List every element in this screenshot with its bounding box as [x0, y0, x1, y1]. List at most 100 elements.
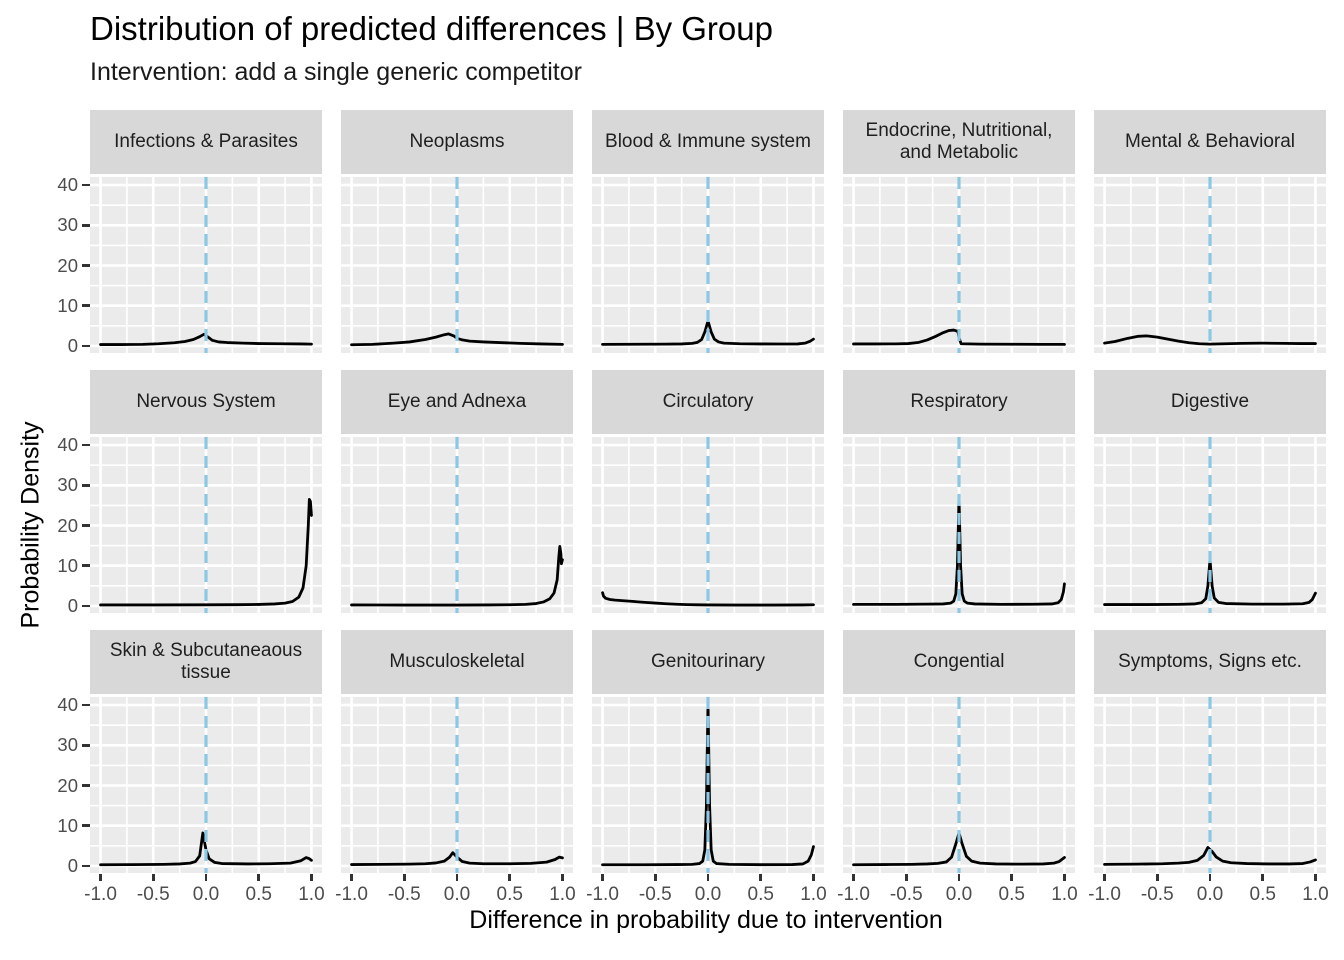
x-tick-label: -0.5 [387, 884, 421, 905]
facet-panel [1094, 437, 1326, 613]
x-tick-mark [508, 874, 511, 881]
facet-strip-label: Circulatory [662, 390, 754, 412]
facet-cell: Musculoskeletal [341, 630, 573, 873]
facet-strip: Neoplasms [341, 110, 573, 174]
y-tick-label: 0 [67, 334, 78, 356]
x-tick-mark [561, 874, 564, 881]
y-tick-label: 30 [57, 214, 78, 236]
facet-panel [90, 177, 322, 353]
x-tick-mark [1261, 874, 1264, 881]
x-tick-mark [1314, 874, 1317, 881]
x-tick-mark [905, 874, 908, 881]
x-tick-label: -1.0 [1088, 884, 1121, 905]
y-tick-label: 40 [57, 174, 78, 196]
facet-cell: Symptoms, Signs etc. [1094, 630, 1326, 873]
y-tick-label: 30 [57, 734, 78, 756]
x-tick-label: 0.5 [496, 884, 523, 905]
x-axis-title: Difference in probability due to interve… [469, 906, 943, 934]
facet-cell: Genitourinary [592, 630, 824, 873]
facet-strip-label: Digestive [1170, 390, 1250, 412]
density-curve [350, 851, 564, 866]
x-tick-label: -1.0 [837, 884, 870, 905]
facet-strip-label: Blood & Immune system [605, 130, 811, 152]
x-tick-mark [257, 874, 260, 881]
facet-cell: Circulatory [592, 370, 824, 613]
y-tick-label: 40 [57, 694, 78, 716]
facet-panel [1094, 177, 1326, 353]
x-tick-label: -0.5 [889, 884, 923, 905]
x-tick-mark [601, 874, 604, 881]
x-tick-mark [759, 874, 762, 881]
facet-cell: Respiratory [843, 370, 1075, 613]
facet-cell: Endocrine, Nutritional, and Metabolic [843, 110, 1075, 353]
facet-strip: Circulatory [592, 370, 824, 434]
facet-strip: Symptoms, Signs etc. [1094, 630, 1326, 694]
x-tick-mark [403, 874, 406, 881]
y-tick-label: 0 [67, 854, 78, 876]
y-tick-mark [82, 744, 90, 747]
x-tick-label: 0.5 [998, 884, 1025, 905]
y-tick-mark [82, 443, 90, 447]
facet-panel [592, 177, 824, 353]
density-curve [1103, 334, 1317, 346]
density-curve [601, 319, 815, 346]
y-tick-mark [82, 224, 90, 227]
y-tick-mark [82, 524, 90, 527]
y-tick-mark [82, 784, 90, 787]
facet-cell: Eye and Adnexa [341, 370, 573, 613]
y-tick-mark [82, 564, 90, 567]
facet-strip-label: Endocrine, Nutritional, and Metabolic [865, 119, 1053, 163]
x-tick-mark [1103, 874, 1106, 881]
x-tick-mark [1156, 874, 1159, 881]
plot-subtitle: Intervention: add a single generic compe… [90, 58, 582, 86]
facet-strip: Endocrine, Nutritional, and Metabolic [843, 110, 1075, 174]
facet-strip: Nervous System [90, 370, 322, 434]
y-tick-label: 20 [57, 514, 78, 536]
x-tick-label: 0.5 [747, 884, 774, 905]
facet-panel [843, 177, 1075, 353]
density-curve [350, 332, 564, 347]
x-tick-mark [455, 874, 459, 881]
x-tick-label: -1.0 [335, 884, 368, 905]
facet-panel [592, 437, 824, 613]
x-tick-mark [812, 874, 815, 881]
facet-panel [843, 437, 1075, 613]
facet-strip-label: Mental & Behavioral [1124, 130, 1296, 152]
facet-strip: Congential [843, 630, 1075, 694]
y-tick-label: 10 [57, 554, 78, 576]
density-curve [852, 328, 1066, 346]
facet-panel [843, 697, 1075, 873]
x-tick-label: 1.0 [1051, 884, 1078, 905]
x-tick-label: 0.5 [245, 884, 272, 905]
facet-strip: Eye and Adnexa [341, 370, 573, 434]
facet-strip: Respiratory [843, 370, 1075, 434]
facet-strip-label: Congential [913, 650, 1005, 672]
x-tick-label: 1.0 [800, 884, 827, 905]
facet-panel [341, 177, 573, 353]
x-tick-label: 0.0 [192, 884, 220, 905]
x-tick-label: 0.5 [1249, 884, 1276, 905]
y-tick-mark [82, 824, 90, 827]
facet-strip-label: Neoplasms [409, 130, 505, 152]
facet-strip: Musculoskeletal [341, 630, 573, 694]
y-tick-mark [82, 484, 90, 487]
facet-panel [341, 437, 573, 613]
x-tick-mark [1010, 874, 1013, 881]
facet-strip: Digestive [1094, 370, 1326, 434]
x-tick-label: 1.0 [549, 884, 576, 905]
y-tick-label: 10 [57, 294, 78, 316]
y-tick-label: 30 [57, 474, 78, 496]
density-curve [852, 495, 1066, 606]
x-tick-mark [654, 874, 657, 881]
facet-cell: Skin & Subcutaneaous tissue [90, 630, 322, 873]
x-tick-label: 0.0 [443, 884, 471, 905]
y-tick-mark [82, 703, 90, 707]
facet-strip: Skin & Subcutaneaous tissue [90, 630, 322, 694]
density-curve [852, 831, 1066, 867]
facet-panel [592, 697, 824, 873]
facet-cell: Nervous System [90, 370, 322, 613]
facet-strip: Infections & Parasites [90, 110, 322, 174]
x-tick-label: 0.0 [1196, 884, 1224, 905]
y-tick-label: 0 [67, 594, 78, 616]
